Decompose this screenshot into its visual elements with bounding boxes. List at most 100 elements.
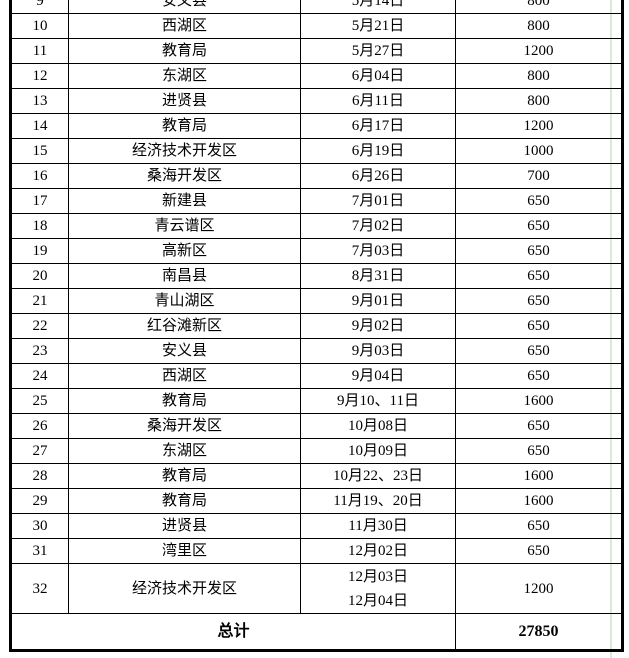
amount-cell: 800 (455, 13, 623, 39)
district-cell: 东湖区 (68, 63, 301, 89)
table-row: 25 教育局 9月10、11日 1600 (10, 388, 623, 414)
table-row: 20 南昌县 8月31日 650 (10, 263, 623, 289)
amount-cell: 650 (455, 263, 623, 289)
amount-cell: 650 (455, 338, 623, 364)
row-number-cell: 25 (10, 388, 69, 414)
table-row: 10 西湖区 5月21日 800 (10, 13, 623, 39)
row-number-cell: 30 (10, 513, 69, 539)
table-row: 29 教育局 11月19、20日 1600 (10, 488, 623, 514)
row-number-cell: 13 (10, 88, 69, 114)
table-row: 18 青云谱区 7月02日 650 (10, 213, 623, 239)
amount-cell: 1200 (455, 113, 623, 139)
district-cell: 南昌县 (68, 263, 301, 289)
district-cell: 桑海开发区 (68, 163, 301, 189)
amount-cell: 800 (455, 63, 623, 89)
row-number-cell: 20 (10, 263, 69, 289)
table-body: 9 安义县 5月14日 800 10 西湖区 5月21日 800 11 教育局 5月27日 1200 1… (10, 0, 623, 614)
district-cell: 教育局 (68, 388, 301, 414)
district-cell: 经济技术开发区 (68, 138, 301, 164)
district-cell: 教育局 (68, 463, 301, 489)
district-cell: 西湖区 (68, 363, 301, 389)
row-number-cell: 26 (10, 413, 69, 439)
table-row: 24 西湖区 9月04日 650 (10, 363, 623, 389)
district-cell: 青山湖区 (68, 288, 301, 314)
amount-cell: 650 (455, 363, 623, 389)
row-number-cell: 18 (10, 213, 69, 239)
table-row: 13 进贤县 6月11日 800 (10, 88, 623, 114)
table-row: 31 湾里区 12月02日 650 (10, 538, 623, 564)
amount-cell: 1000 (455, 138, 623, 164)
date-cell: 12月02日 (300, 538, 456, 564)
table-row: 22 红谷滩新区 9月02日 650 (10, 313, 623, 339)
table-footer: 总计 27850 (10, 613, 623, 651)
date-cell: 9月03日 (300, 338, 456, 364)
table-row: 11 教育局 5月27日 1200 (10, 38, 623, 64)
table-row: 19 高新区 7月03日 650 (10, 238, 623, 264)
amount-cell: 800 (455, 88, 623, 114)
row-number-cell: 27 (10, 438, 69, 464)
date-cell: 9月02日 (300, 313, 456, 339)
row-number-cell: 23 (10, 338, 69, 364)
amount-cell: 1600 (455, 488, 623, 514)
date-cell: 6月04日 (300, 63, 456, 89)
fee-table: 9 安义县 5月14日 800 10 西湖区 5月21日 800 11 教育局 5月27日 1200 1… (9, 0, 624, 652)
district-cell: 安义县 (68, 0, 301, 14)
district-cell: 教育局 (68, 488, 301, 514)
date-cell: 12月03日 12月04日 (300, 563, 456, 614)
district-cell: 桑海开发区 (68, 413, 301, 439)
table-row: 32 经济技术开发区 12月03日 12月04日 1200 (10, 563, 623, 614)
date-cell: 6月26日 (300, 163, 456, 189)
date-cell: 7月03日 (300, 238, 456, 264)
row-number-cell: 29 (10, 488, 69, 514)
date-cell: 5月21日 (300, 13, 456, 39)
date-cell: 5月14日 (300, 0, 456, 14)
district-cell: 红谷滩新区 (68, 313, 301, 339)
row-number-cell: 9 (10, 0, 69, 14)
table-row: 17 新建县 7月01日 650 (10, 188, 623, 214)
date-cell: 9月04日 (300, 363, 456, 389)
row-number-cell: 28 (10, 463, 69, 489)
district-cell: 西湖区 (68, 13, 301, 39)
row-number-cell: 21 (10, 288, 69, 314)
total-amount-cell: 27850 (455, 613, 623, 651)
table-sheet: 9 安义县 5月14日 800 10 西湖区 5月21日 800 11 教育局 5月27日 1200 1… (9, 0, 624, 652)
row-number-cell: 12 (10, 63, 69, 89)
amount-cell: 1600 (455, 388, 623, 414)
table-row: 27 东湖区 10月09日 650 (10, 438, 623, 464)
district-cell: 进贤县 (68, 88, 301, 114)
district-cell: 青云谱区 (68, 213, 301, 239)
row-number-cell: 11 (10, 38, 69, 64)
table-row: 21 青山湖区 9月01日 650 (10, 288, 623, 314)
table-row: 26 桑海开发区 10月08日 650 (10, 413, 623, 439)
date-cell: 9月01日 (300, 288, 456, 314)
table-row: 23 安义县 9月03日 650 (10, 338, 623, 364)
amount-cell: 700 (455, 163, 623, 189)
total-row: 总计 27850 (10, 613, 623, 651)
date-cell: 5月27日 (300, 38, 456, 64)
row-number-cell: 17 (10, 188, 69, 214)
table-row: 28 教育局 10月22、23日 1600 (10, 463, 623, 489)
date-cell: 6月17日 (300, 113, 456, 139)
amount-cell: 1200 (455, 38, 623, 64)
table-row: 12 东湖区 6月04日 800 (10, 63, 623, 89)
district-cell: 经济技术开发区 (68, 563, 301, 614)
amount-cell: 650 (455, 313, 623, 339)
amount-cell: 650 (455, 413, 623, 439)
date-cell: 11月30日 (300, 513, 456, 539)
row-number-cell: 14 (10, 113, 69, 139)
district-cell: 高新区 (68, 238, 301, 264)
amount-cell: 650 (455, 538, 623, 564)
district-cell: 新建县 (68, 188, 301, 214)
date-cell: 6月11日 (300, 88, 456, 114)
amount-cell: 1600 (455, 463, 623, 489)
row-number-cell: 10 (10, 13, 69, 39)
table-row: 15 经济技术开发区 6月19日 1000 (10, 138, 623, 164)
district-cell: 东湖区 (68, 438, 301, 464)
date-cell: 7月01日 (300, 188, 456, 214)
amount-cell: 650 (455, 513, 623, 539)
amount-cell: 650 (455, 438, 623, 464)
row-number-cell: 16 (10, 163, 69, 189)
date-cell: 10月08日 (300, 413, 456, 439)
row-number-cell: 24 (10, 363, 69, 389)
